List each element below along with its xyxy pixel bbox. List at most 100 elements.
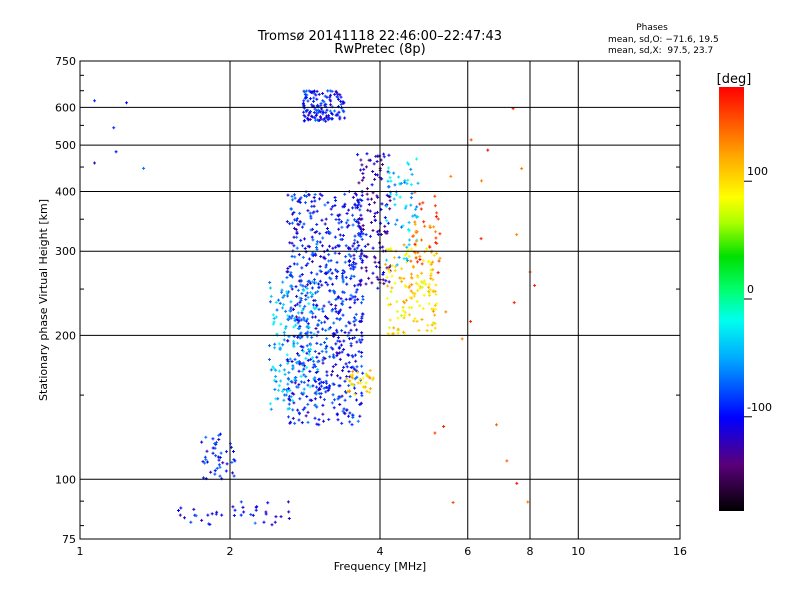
data-point — [412, 319, 416, 323]
data-point — [469, 319, 473, 323]
data-point — [415, 299, 419, 303]
data-point — [420, 285, 424, 289]
data-point — [288, 309, 292, 313]
data-point — [373, 211, 377, 215]
data-point — [323, 271, 327, 275]
data-point — [231, 471, 235, 475]
data-point — [392, 197, 396, 201]
data-point — [428, 288, 432, 292]
data-point — [389, 290, 393, 294]
data-point — [437, 259, 441, 263]
data-point — [315, 89, 319, 93]
data-point — [355, 365, 359, 369]
data-point — [288, 241, 292, 245]
data-point — [288, 265, 292, 269]
data-point — [381, 272, 385, 276]
data-point — [225, 462, 229, 466]
data-point — [314, 246, 318, 250]
data-point — [343, 116, 347, 120]
data-point — [313, 397, 317, 401]
data-point — [320, 307, 324, 311]
data-point — [336, 92, 340, 96]
data-point — [214, 454, 218, 458]
data-point — [410, 172, 414, 176]
data-point — [396, 327, 400, 331]
data-point — [218, 465, 222, 469]
data-point — [334, 198, 338, 202]
data-point — [211, 446, 215, 450]
data-point — [331, 369, 335, 373]
data-point — [300, 421, 304, 425]
data-point — [285, 290, 289, 294]
data-point — [395, 263, 399, 267]
data-point — [428, 245, 432, 249]
data-point — [296, 199, 300, 203]
data-point — [214, 440, 218, 444]
data-point — [314, 306, 318, 310]
data-point — [410, 276, 414, 280]
data-point — [340, 329, 344, 333]
data-point — [324, 263, 328, 267]
x-tick-label: 1 — [77, 545, 84, 558]
data-point — [302, 316, 306, 320]
data-point — [290, 241, 294, 245]
data-point — [313, 416, 317, 420]
data-point — [375, 173, 379, 177]
data-point — [229, 442, 233, 446]
data-point — [315, 240, 319, 244]
data-point — [385, 275, 389, 279]
data-point — [312, 253, 316, 257]
data-point — [313, 107, 317, 111]
data-point — [289, 379, 293, 383]
data-point — [344, 324, 348, 328]
data-point — [217, 458, 221, 462]
data-point — [297, 223, 301, 227]
data-point — [216, 455, 220, 459]
data-point — [359, 158, 363, 162]
data-point — [268, 402, 272, 406]
data-point — [351, 383, 355, 387]
data-point — [372, 376, 376, 380]
data-point — [241, 505, 245, 509]
data-point — [394, 222, 398, 226]
data-point — [347, 369, 351, 373]
data-point — [359, 168, 363, 172]
data-point — [330, 373, 334, 377]
data-point — [402, 243, 406, 247]
x-tick-label: 6 — [464, 545, 471, 558]
data-point — [345, 408, 349, 412]
data-point — [286, 382, 290, 386]
data-point — [293, 319, 297, 323]
data-point — [308, 385, 312, 389]
data-point — [290, 194, 294, 198]
data-point — [297, 411, 301, 415]
data-point — [308, 369, 312, 373]
data-point — [368, 158, 372, 162]
data-point — [305, 366, 309, 370]
data-point — [318, 115, 322, 119]
data-point — [211, 437, 215, 441]
data-point — [348, 297, 352, 301]
data-point — [389, 179, 393, 183]
data-point — [412, 234, 416, 238]
data-point — [315, 385, 319, 389]
data-point — [336, 336, 340, 340]
data-point — [310, 235, 314, 239]
data-point — [311, 315, 315, 319]
data-point — [298, 200, 302, 204]
data-point — [315, 422, 319, 426]
data-point — [242, 510, 246, 514]
data-point — [352, 260, 356, 264]
data-point — [209, 470, 213, 474]
data-point — [351, 244, 355, 248]
data-point — [418, 287, 422, 291]
data-point — [286, 193, 290, 197]
data-point — [425, 247, 429, 251]
data-point — [385, 193, 389, 197]
data-point — [285, 390, 289, 394]
data-point — [386, 303, 390, 307]
y-tick-label: 300 — [55, 245, 76, 258]
colorbar-label: [deg] — [717, 72, 752, 87]
data-point — [403, 253, 407, 257]
data-point — [292, 345, 296, 349]
